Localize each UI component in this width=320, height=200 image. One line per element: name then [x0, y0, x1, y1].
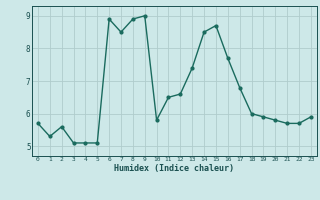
X-axis label: Humidex (Indice chaleur): Humidex (Indice chaleur): [115, 164, 234, 173]
